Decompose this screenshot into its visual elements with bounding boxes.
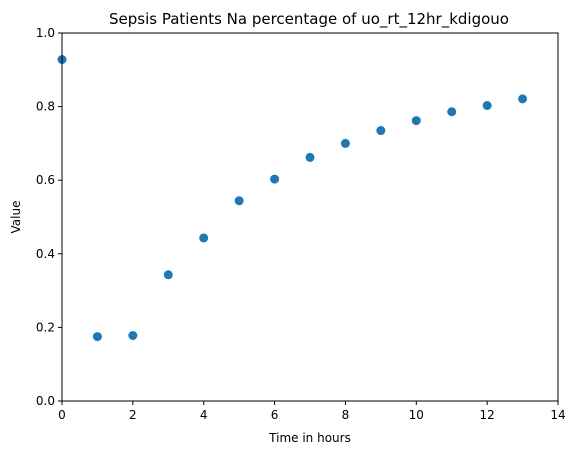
data-point bbox=[518, 94, 528, 104]
data-point bbox=[482, 100, 492, 110]
data-point bbox=[305, 152, 315, 162]
data-point bbox=[411, 116, 421, 126]
data-point bbox=[270, 174, 280, 184]
y-tick-label: 0.8 bbox=[36, 100, 55, 114]
data-point bbox=[163, 270, 173, 280]
x-tick-label: 0 bbox=[58, 408, 66, 422]
y-tick-label: 1.0 bbox=[36, 26, 55, 40]
chart-title: Sepsis Patients Na percentage of uo_rt_1… bbox=[109, 10, 509, 29]
y-tick-label: 0.4 bbox=[36, 247, 55, 261]
y-axis-label: Value bbox=[9, 201, 23, 234]
data-point bbox=[447, 107, 457, 117]
x-tick-label: 8 bbox=[342, 408, 350, 422]
x-tick-label: 14 bbox=[550, 408, 565, 422]
data-point bbox=[376, 126, 386, 136]
data-point bbox=[234, 196, 244, 206]
x-tick-label: 2 bbox=[129, 408, 137, 422]
x-tick-label: 6 bbox=[271, 408, 279, 422]
x-axis: 0 2 4 6 8 10 12 14 bbox=[58, 401, 566, 422]
x-tick-label: 4 bbox=[200, 408, 208, 422]
data-point bbox=[199, 233, 209, 243]
y-tick-label: 0.0 bbox=[36, 394, 55, 408]
y-axis: 0.0 0.2 0.4 0.6 0.8 1.0 bbox=[36, 26, 62, 408]
plot-area-frame bbox=[61, 32, 559, 402]
data-point bbox=[128, 330, 138, 340]
data-points bbox=[57, 54, 528, 342]
x-axis-label: Time in hours bbox=[268, 431, 351, 445]
y-tick-label: 0.6 bbox=[36, 173, 55, 187]
y-tick-label: 0.2 bbox=[36, 320, 55, 334]
x-tick-label: 12 bbox=[480, 408, 495, 422]
data-point bbox=[92, 332, 102, 342]
data-point bbox=[340, 138, 350, 148]
x-tick-label: 10 bbox=[409, 408, 424, 422]
